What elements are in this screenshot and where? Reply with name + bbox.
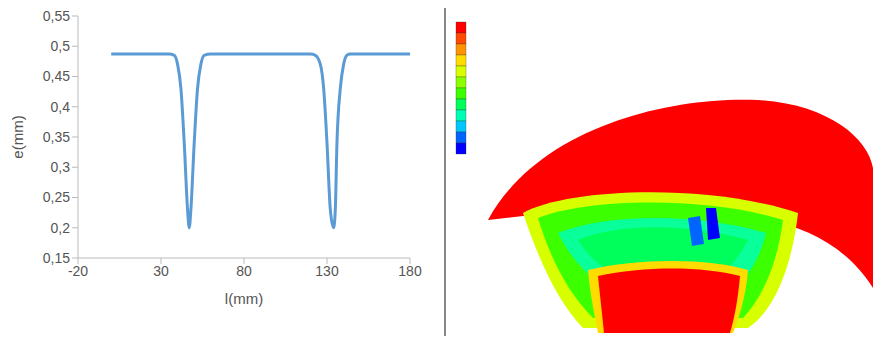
svg-text:130: 130	[315, 263, 339, 279]
svg-text:0,2: 0,2	[51, 220, 71, 236]
svg-text:0,35: 0,35	[43, 129, 70, 145]
svg-text:l(mm): l(mm)	[225, 290, 263, 307]
svg-text:0,4: 0,4	[51, 99, 71, 115]
svg-text:0,15: 0,15	[43, 250, 70, 266]
svg-text:180: 180	[398, 263, 422, 279]
svg-text:0,25: 0,25	[43, 189, 70, 205]
svg-text:80: 80	[236, 263, 252, 279]
svg-text:0,55: 0,55	[43, 8, 70, 24]
svg-text:-20: -20	[68, 263, 88, 279]
svg-text:0,45: 0,45	[43, 68, 70, 84]
svg-text:30: 30	[153, 263, 169, 279]
svg-text:0,5: 0,5	[51, 38, 71, 54]
svg-text:e(mm): e(mm)	[9, 115, 26, 158]
svg-text:0,3: 0,3	[51, 159, 71, 175]
